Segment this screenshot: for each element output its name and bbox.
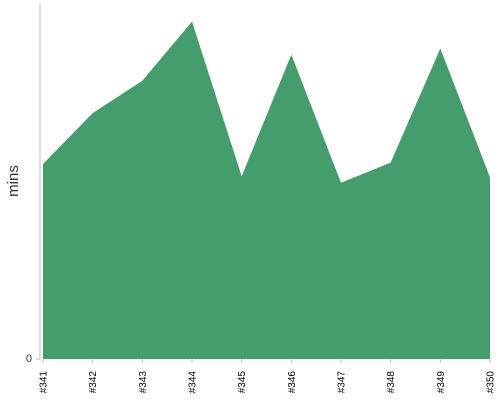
x-tick-label: #343 — [138, 371, 149, 394]
x-tick-label: #346 — [287, 371, 298, 394]
y-axis-title: mins — [5, 165, 22, 197]
x-tick-label: #344 — [188, 371, 199, 394]
y-axis-ticks: 0 — [26, 353, 40, 365]
y-tick-label: 0 — [26, 353, 32, 365]
plot-area — [43, 21, 490, 359]
x-tick-label: #341 — [39, 371, 50, 394]
x-tick-label: #345 — [237, 371, 248, 394]
x-axis-ticks: #341 #342 #343 #344 #345 #346 #347 #348 #349 #350 — [39, 359, 497, 393]
x-tick-label: #350 — [486, 371, 497, 394]
series-area — [43, 21, 490, 359]
x-tick-label: #348 — [386, 371, 397, 394]
x-tick-label: #347 — [337, 371, 348, 394]
x-tick-label: #342 — [88, 371, 99, 394]
x-tick-label: #349 — [436, 371, 447, 394]
